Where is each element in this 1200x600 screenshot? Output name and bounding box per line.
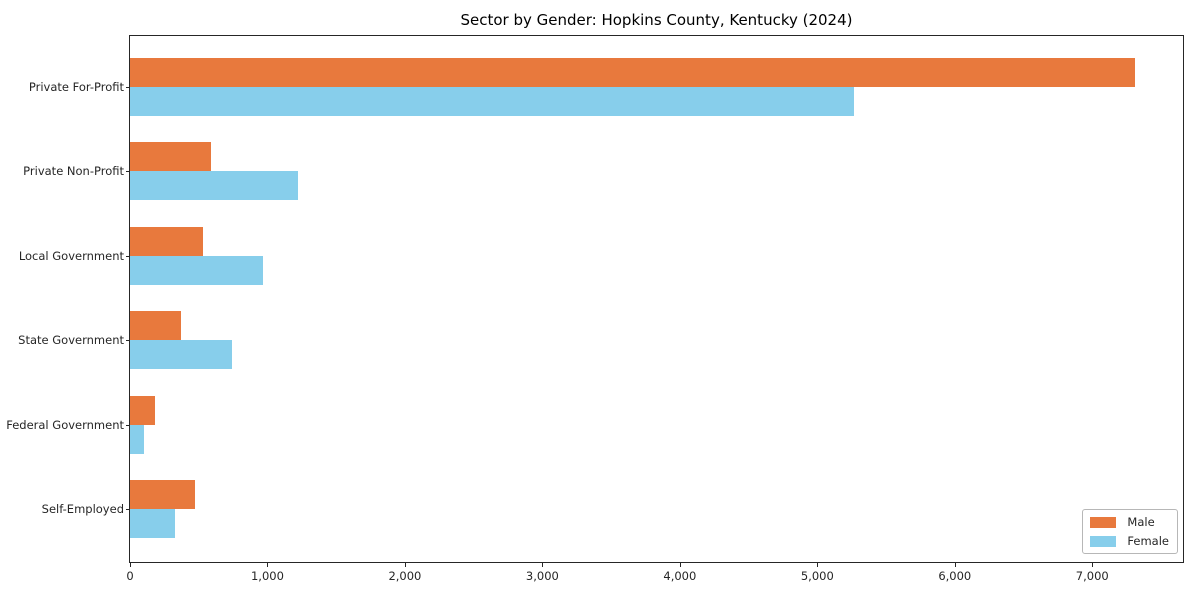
bar-female-private-for-profit: [130, 87, 855, 116]
x-tick-label-2-000: 2,000: [388, 569, 422, 583]
y-tick-line: [126, 171, 130, 173]
legend-item-female: Female: [1090, 534, 1169, 548]
bar-male-local-government: [130, 226, 203, 256]
bar-female-private-non-profit: [130, 171, 298, 201]
x-tick-label-7-000: 7,000: [1075, 569, 1109, 583]
y-tick-label-self-employed: Self-Employed: [41, 502, 124, 516]
bar-female-local-government: [130, 255, 264, 285]
plot-area: Male Female: [129, 35, 1184, 563]
bar-male-federal-government: [130, 395, 155, 425]
x-tick-line: [954, 563, 956, 567]
y-tick-label-private-for-profit: Private For-Profit: [28, 80, 124, 94]
x-tick-line: [1092, 563, 1094, 567]
y-tick-line: [126, 255, 130, 257]
y-tick-line: [126, 87, 130, 88]
x-tick-label-4-000: 4,000: [663, 569, 697, 583]
legend-label-male: Male: [1127, 515, 1155, 529]
x-tick-line: [542, 563, 544, 567]
bar-male-private-non-profit: [130, 142, 212, 172]
bar-male-private-for-profit: [130, 58, 1135, 87]
y-tick-label-private-non-profit: Private Non-Profit: [23, 164, 124, 179]
x-tick-line: [404, 563, 406, 567]
y-tick-line: [126, 340, 130, 342]
x-tick-line: [130, 563, 131, 567]
y-tick-label-local-government: Local Government: [18, 248, 124, 263]
y-tick-label-federal-government: Federal Government: [6, 417, 124, 432]
bar-male-state-government: [130, 311, 181, 341]
bar-female-state-government: [130, 340, 232, 370]
legend-label-female: Female: [1127, 534, 1169, 548]
legend-item-male: Male: [1090, 515, 1169, 529]
x-tick-label-1-000: 1,000: [250, 569, 284, 583]
y-tick-line: [126, 509, 130, 510]
legend-swatch-female: [1090, 535, 1117, 547]
bar-male-self-employed: [130, 480, 195, 509]
x-tick-label-6-000: 6,000: [938, 569, 972, 583]
bar-female-federal-government: [130, 424, 144, 454]
x-tick-line: [267, 563, 269, 567]
x-tick-label-0: 0: [126, 569, 134, 583]
x-tick-line: [679, 563, 681, 567]
y-tick-line: [126, 424, 130, 426]
chart-title: Sector by Gender: Hopkins County, Kentuc…: [460, 11, 853, 29]
x-tick-label-3-000: 3,000: [525, 569, 559, 583]
bar-female-self-employed: [130, 509, 176, 538]
x-tick-label-5-000: 5,000: [800, 569, 834, 583]
legend: Male Female: [1082, 509, 1178, 554]
legend-swatch-male: [1090, 516, 1117, 528]
x-tick-line: [817, 563, 819, 567]
y-tick-label-state-government: State Government: [18, 333, 124, 348]
